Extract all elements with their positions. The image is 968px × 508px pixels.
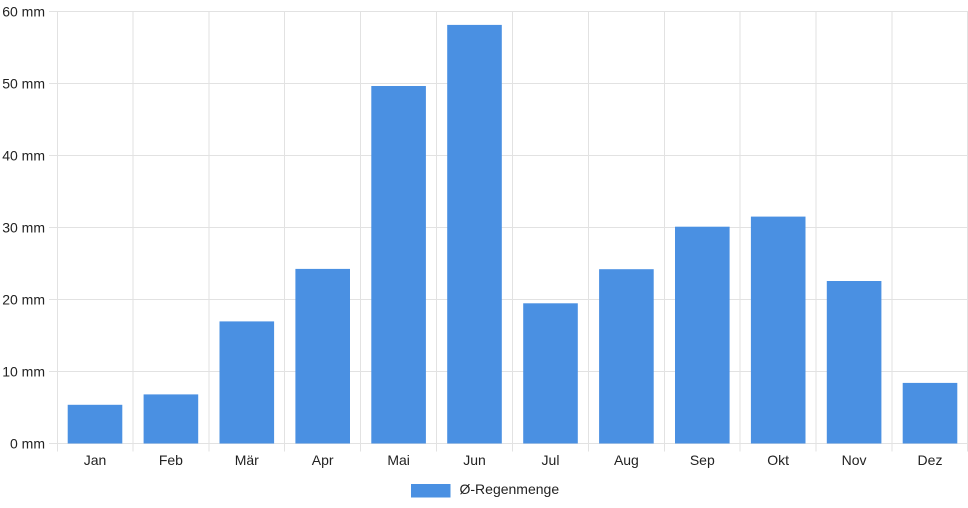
- svg-text:Apr: Apr: [312, 452, 334, 468]
- svg-text:Feb: Feb: [159, 452, 183, 468]
- svg-text:40 mm: 40 mm: [2, 148, 45, 164]
- svg-text:10 mm: 10 mm: [2, 364, 45, 380]
- svg-text:50 mm: 50 mm: [2, 76, 45, 92]
- svg-text:Sep: Sep: [690, 452, 715, 468]
- svg-text:Okt: Okt: [767, 452, 789, 468]
- svg-text:Dez: Dez: [918, 452, 943, 468]
- svg-text:30 mm: 30 mm: [2, 220, 45, 236]
- svg-text:Nov: Nov: [842, 452, 867, 468]
- svg-text:Mai: Mai: [387, 452, 410, 468]
- svg-text:0 mm: 0 mm: [10, 436, 45, 452]
- svg-text:60 mm: 60 mm: [2, 4, 45, 20]
- svg-text:Aug: Aug: [614, 452, 639, 468]
- svg-text:Ø-Regenmenge: Ø-Regenmenge: [460, 481, 560, 497]
- svg-text:Jan: Jan: [84, 452, 107, 468]
- svg-text:Jun: Jun: [463, 452, 486, 468]
- svg-text:Jul: Jul: [542, 452, 560, 468]
- svg-text:Mär: Mär: [235, 452, 259, 468]
- svg-text:20 mm: 20 mm: [2, 292, 45, 308]
